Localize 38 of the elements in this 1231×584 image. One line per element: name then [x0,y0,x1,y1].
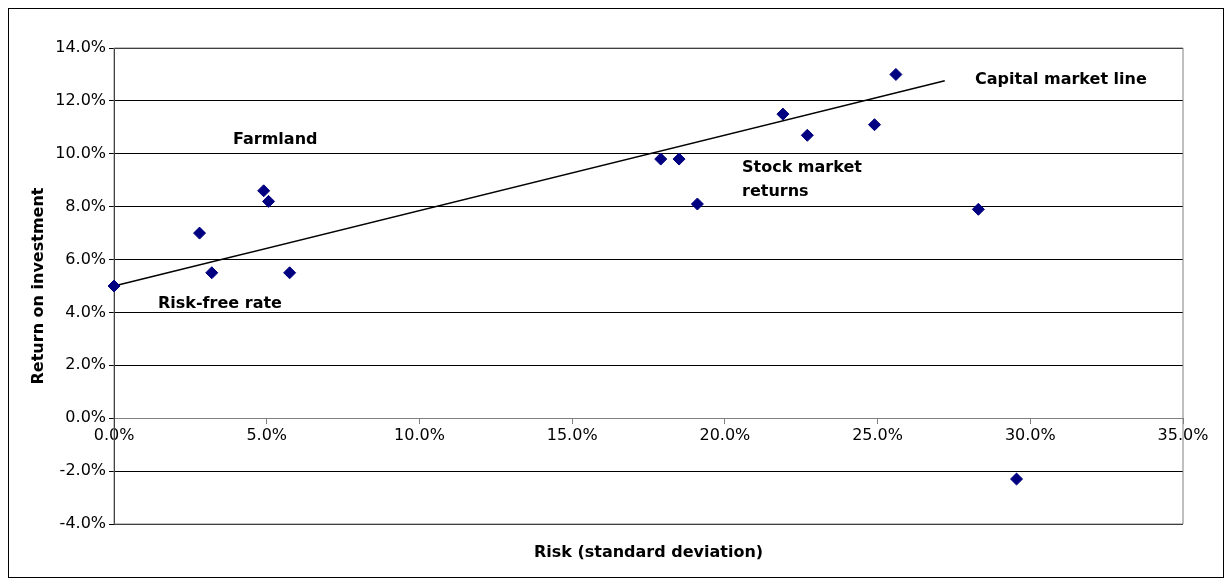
x-tick-label: 15.0% [546,424,598,444]
y-tick-label: 0.0% [65,407,107,427]
point [776,107,790,121]
point [971,202,985,216]
y-tick-label: 12.0% [55,90,107,110]
y-tick-label: 2.0% [65,354,107,374]
point [283,266,297,280]
y-tick-label: 6.0% [65,248,107,268]
point [1010,472,1024,486]
x-tick-label: 35.0% [1157,424,1209,444]
x-tick-label: 20.0% [699,424,751,444]
point [257,184,271,198]
annotation: Farmland [233,129,318,149]
point [868,118,882,132]
x-tick-label: 5.0% [246,424,288,444]
point [107,279,121,293]
y-tick-label: 8.0% [65,195,107,215]
y-tick-label: 4.0% [65,301,107,321]
point [672,152,686,166]
annotation: Capital market line [975,69,1147,89]
x-tick-label: 10.0% [394,424,445,444]
x-tick-label: 25.0% [852,424,903,444]
point [889,67,903,81]
y-tick-label: -4.0% [59,513,107,533]
point [654,152,668,166]
x-axis-title: Risk (standard deviation) [533,542,764,562]
x-tick-label: 30.0% [1004,424,1056,444]
y-tick-label: 14.0% [55,37,107,57]
point [193,226,207,240]
y-axis-title: Return on investment [27,187,47,385]
annotation: Risk-free rate [158,293,283,313]
point [262,194,276,208]
point [800,128,814,142]
point [690,197,704,211]
annotation: Stock market returns [742,157,863,201]
y-tick-label: -2.0% [59,460,107,480]
point [205,266,219,280]
y-tick-label: 10.0% [55,142,107,162]
